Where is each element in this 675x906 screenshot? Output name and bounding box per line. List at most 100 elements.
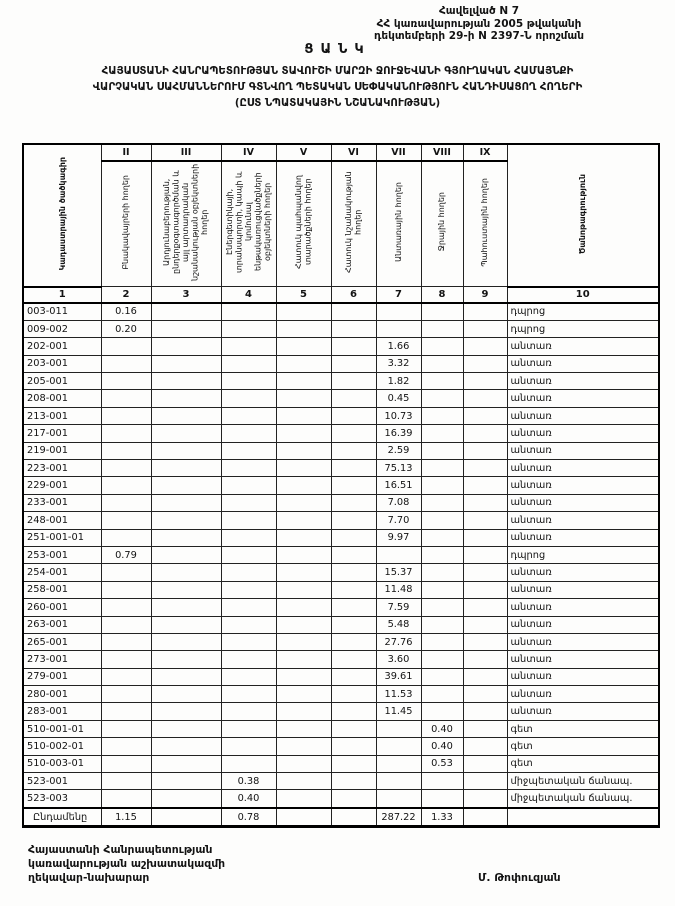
cell-code: 229-001	[22, 476, 102, 495]
cell-value	[220, 632, 277, 652]
cell-code: 510-001-01	[22, 719, 102, 739]
cell-value	[462, 598, 508, 617]
cell-value	[330, 789, 377, 809]
table-row: 219-001 2.59 անտառ	[22, 441, 660, 461]
cell-value	[275, 476, 332, 495]
cell-value	[462, 389, 508, 408]
table-body: 003-011 0.16 դպրոց 009-002 0.20 դպրոց 202-001 1…	[22, 302, 660, 829]
roman-numeral-5: V	[275, 143, 332, 162]
cell-note: անտառ	[506, 337, 660, 356]
cell-value	[275, 319, 332, 339]
cell-value	[462, 615, 508, 634]
cell-value	[220, 406, 277, 426]
cell-value	[462, 632, 508, 652]
cell-value	[375, 754, 422, 774]
cell-note: անտառ	[506, 372, 660, 391]
cell-value	[462, 806, 508, 829]
cell-code: 265-001	[22, 632, 102, 652]
cell-value	[220, 545, 277, 565]
cell-value	[100, 354, 152, 374]
cell-value	[420, 563, 464, 582]
subtitle-line-1: ՀԱՅԱՍՏԱՆԻ ՀԱՆՐԱՊԵՏՈՒԹՅԱՆ ՏԱՎՈՒՇԻ ՄԱՐԶԻ Ջ…	[101, 66, 574, 77]
total-label: Ընդամենը	[22, 806, 102, 829]
table-row: 202-001 1.66 անտառ	[22, 337, 660, 356]
cell-value	[100, 598, 152, 617]
column-number-2: 2	[100, 286, 152, 304]
table-row: 251-001-01 9.97 անտառ	[22, 528, 660, 547]
cell-note: անտառ	[506, 493, 660, 513]
cell-note	[506, 806, 660, 829]
cell-note: անտառ	[506, 580, 660, 600]
cell-value	[100, 476, 152, 495]
appendix-reference: Հավելված N 7 ՀՀ կառավարության 2005 թվակա…	[298, 5, 660, 43]
col-header-8-label: Ջրային հողեր	[437, 192, 447, 252]
header-categories-row: Բնակավայրերի հողեր Արդյունաբերության, ընդ…	[23, 160, 659, 287]
cell-code: 202-001	[22, 337, 102, 356]
cell-value: 9.97	[375, 528, 422, 547]
table-row: 510-002-01 0.40 գետ	[22, 737, 660, 756]
cell-code: 253-001	[22, 545, 102, 565]
col-header-9-label: Պահուստային հողեր	[480, 177, 490, 267]
cell-value	[330, 493, 377, 513]
cell-value	[330, 424, 377, 443]
cell-value: 0.40	[420, 737, 464, 756]
cell-value	[420, 650, 464, 669]
cell-value	[330, 337, 377, 356]
cell-value	[220, 615, 277, 634]
cell-value	[100, 737, 152, 756]
cell-value: 1.15	[100, 806, 152, 829]
cell-note: անտառ	[506, 406, 660, 426]
cell-value	[220, 441, 277, 461]
column-number-4: 4	[220, 286, 277, 304]
cell-value: 0.40	[220, 789, 277, 809]
cell-value: 0.53	[420, 754, 464, 774]
cell-value	[275, 719, 332, 739]
cell-value: 16.51	[375, 476, 422, 495]
cell-value	[420, 389, 464, 408]
cell-value: 7.08	[375, 493, 422, 513]
cell-value	[220, 580, 277, 600]
header-column-numbers-row: 1 2 3 4 5 6 7 8 9 10	[22, 286, 660, 304]
cell-value	[220, 719, 277, 739]
cell-note: անտառ	[506, 667, 660, 687]
table-row: 279-001 39.61 անտառ	[22, 667, 660, 687]
col-header-note: Ծանոթագրություն	[506, 143, 660, 288]
footer-line-3: ղեկավար-նախարար	[28, 871, 150, 884]
cell-value	[100, 580, 152, 600]
cell-value: 75.13	[375, 459, 422, 478]
cell-value	[375, 319, 422, 339]
cell-value	[420, 424, 464, 443]
cell-value	[420, 319, 464, 339]
cell-value	[420, 685, 464, 704]
cell-value	[100, 372, 152, 391]
cell-value	[462, 545, 508, 565]
cell-value	[462, 719, 508, 739]
cell-value	[462, 511, 508, 530]
cell-note: անտառ	[506, 528, 660, 547]
column-number-10: 10	[506, 286, 660, 304]
subtitle-line-3: (ԸՍՏ ՆՊԱՏԱԿԱՅԻՆ ՆՇԱՆԱԿՈՒԹՅԱՆ)	[234, 98, 441, 109]
cell-value	[150, 528, 222, 547]
table-row: 273-001 3.60 անտառ	[22, 650, 660, 669]
cell-value	[330, 737, 377, 756]
cell-value	[220, 528, 277, 547]
table-row: 009-002 0.20 դպրոց	[22, 319, 660, 339]
table-row: 523-003 0.40 միջպետական ճանապ.	[22, 789, 660, 809]
cell-value	[330, 772, 377, 791]
cell-value	[330, 528, 377, 547]
cell-value	[220, 337, 277, 356]
cell-value	[275, 685, 332, 704]
col-header-4: Էներգետիկայի, տրանսպորտի, կապի և կոմունա…	[220, 160, 277, 287]
cell-value	[100, 685, 152, 704]
cell-value	[220, 372, 277, 391]
signature-title-block: Հայաստանի Հանրապետության կառավարության ա…	[28, 843, 225, 885]
table-row: 223-001 75.13 անտառ	[22, 459, 660, 478]
cell-code: 280-001	[22, 685, 102, 704]
cell-code: 254-001	[22, 563, 102, 582]
cell-value	[462, 528, 508, 547]
cell-value	[462, 337, 508, 356]
cell-value	[420, 476, 464, 495]
cell-note: անտառ	[506, 685, 660, 704]
cell-value	[462, 459, 508, 478]
cell-value	[100, 511, 152, 530]
